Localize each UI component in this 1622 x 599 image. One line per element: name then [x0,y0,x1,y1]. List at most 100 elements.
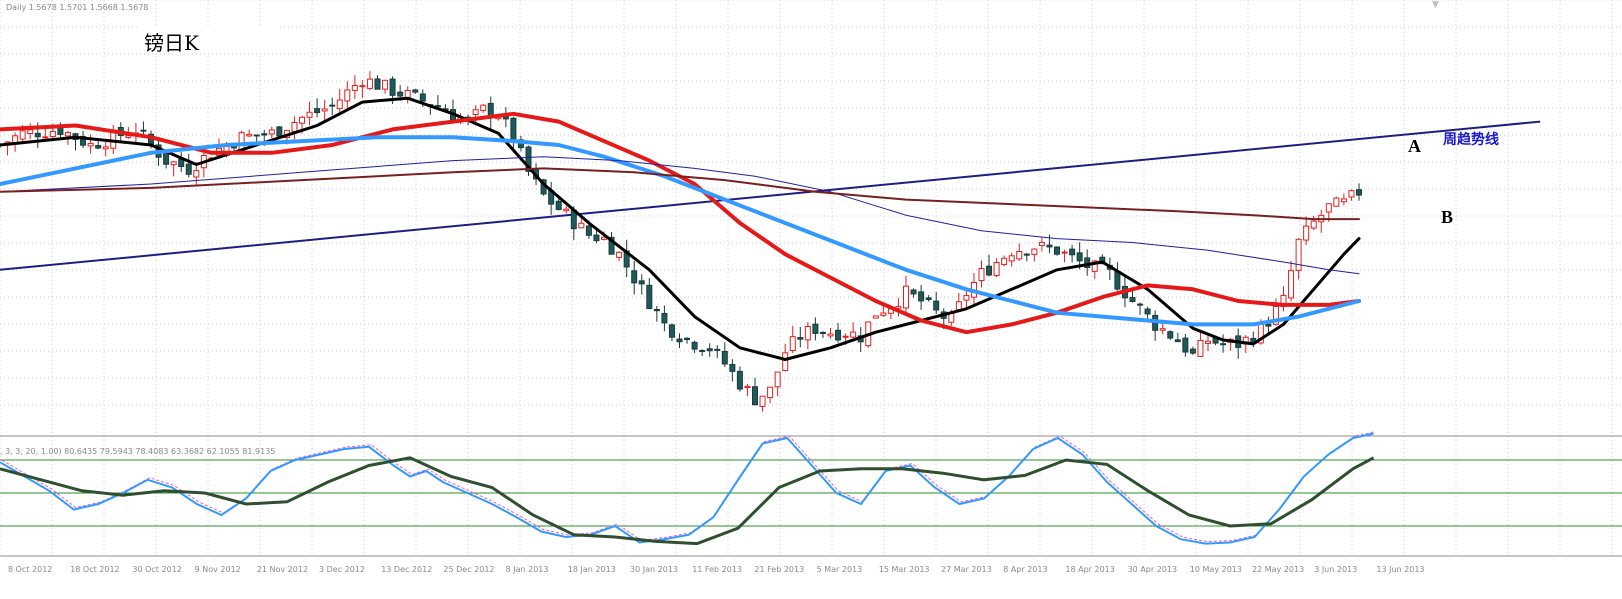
candle [276,125,283,137]
candle-body [955,301,962,311]
candle-body [729,363,736,372]
candle [736,366,743,392]
candle-body [329,104,336,107]
candle-body [1333,197,1340,207]
candle-body [1137,303,1144,306]
candle [578,216,585,229]
candle-body [918,291,925,302]
candle [827,327,834,339]
chart-shift-icon[interactable]: ▼ [1432,0,1439,10]
candle [480,104,487,113]
candle-body [246,133,253,137]
candle [706,343,713,357]
candle-body [480,104,487,111]
candle-body [1046,244,1053,248]
candle [1205,334,1211,351]
candle-body [925,297,932,301]
candle [903,275,909,316]
candle [382,79,389,94]
x-tick-label: 21 Feb 2013 [754,565,804,574]
candle [744,383,751,397]
candle-body [382,79,389,90]
candle [782,343,789,372]
candle-body [276,126,283,137]
candle-body [1144,308,1151,315]
candle [1348,189,1355,201]
candle-body [1069,248,1076,256]
candle [933,291,940,314]
candle-body [193,170,200,178]
candle [872,315,879,319]
candle [918,285,925,310]
candle [1295,238,1302,280]
candle-body [1182,337,1189,353]
candle-body [412,89,419,93]
candle [684,337,691,344]
candle [1061,249,1068,263]
candle-body [1061,251,1068,254]
x-tick-label: 8 Jan 2013 [506,565,549,574]
candle-body [525,146,532,172]
candle-body [34,132,41,138]
candle [804,321,811,350]
candle-body [963,295,970,301]
candle-body [1016,250,1023,260]
candle-body [19,130,26,140]
price-panel-bg [0,0,1622,434]
candle [359,80,366,99]
candle [631,260,638,295]
candle-body [42,136,49,139]
x-tick-label: 18 Apr 2013 [1065,565,1114,574]
candle-body [812,323,819,334]
candle [1023,253,1030,262]
candle-body [140,129,147,132]
oscillator-info: , 3, 3, 20, 1.00) 80.6435 79.5943 78.408… [0,447,276,456]
candle [185,153,192,178]
candle-body [359,85,366,88]
x-tick-label: 3 Dec 2012 [319,565,365,574]
candle-body [1129,297,1136,302]
candle [759,395,766,412]
candle [1174,332,1181,343]
trend-line-label: 周趋势线 [1443,132,1499,148]
candle [351,75,358,99]
candle-body [993,261,1000,276]
candle-body [397,91,404,97]
candle-body [1288,270,1295,299]
candle-body [661,312,668,324]
candle [1167,330,1174,341]
candle-body [1356,189,1362,196]
candle [193,162,200,186]
candle-body [64,132,71,137]
candle-body [721,350,728,365]
candle [336,88,343,116]
candle [1288,260,1295,302]
candle-body [910,289,917,295]
candle-body [593,234,600,242]
candle-body [1340,198,1347,203]
candle-body [185,163,192,175]
candle-body [57,127,64,136]
candle [525,145,532,176]
trend-line [0,120,1541,271]
x-tick-label: 9 Nov 2012 [195,565,241,574]
candle-body [1325,203,1332,213]
candle-body [27,129,34,135]
candle [1016,243,1023,261]
candle [721,342,728,367]
point-a-label: A [1408,136,1421,156]
candle [95,140,102,150]
candle-body [1091,260,1098,272]
x-tick-label: 22 May 2013 [1252,565,1304,574]
candle-body [585,225,592,236]
candle [1054,246,1060,256]
candle-body [1348,190,1355,198]
candle [835,323,842,343]
candle [978,260,985,288]
candle [925,295,932,302]
candle-body [555,200,562,210]
candle-body [616,251,623,258]
candle-body [774,371,781,388]
x-tick-label: 18 Oct 2012 [70,565,119,574]
